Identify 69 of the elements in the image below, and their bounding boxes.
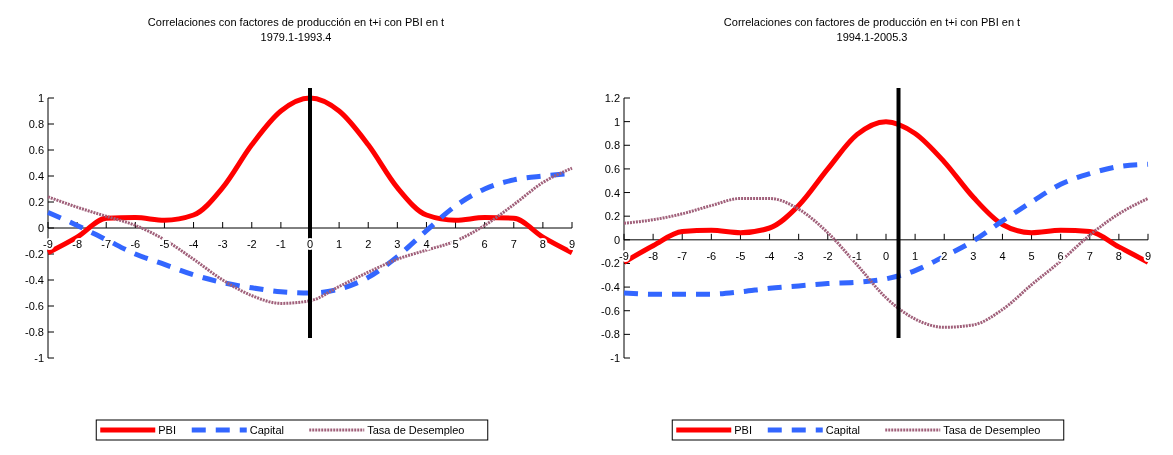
y-tick-label: 0.4 bbox=[28, 170, 44, 182]
y-tick-label: -0.6 bbox=[601, 304, 620, 317]
x-tick-label: -6 bbox=[706, 249, 717, 262]
x-tick-label: 5 bbox=[1028, 249, 1035, 262]
legend-label: PBI bbox=[158, 424, 176, 436]
legend-label: PBI bbox=[734, 424, 752, 436]
legend-label: Tasa de Desempleo bbox=[367, 424, 465, 436]
x-tick-label: 1 bbox=[336, 238, 343, 250]
y-tick-label: 0.6 bbox=[28, 144, 44, 156]
x-tick-label: 6 bbox=[1057, 249, 1064, 262]
x-tick-label: 6 bbox=[481, 238, 488, 250]
x-tick-label: 4 bbox=[423, 238, 430, 250]
x-tick-label: -4 bbox=[188, 238, 199, 250]
y-tick-label: -1 bbox=[34, 352, 44, 364]
legend-label: Capital bbox=[249, 424, 284, 436]
y-tick-label: 1.2 bbox=[604, 92, 620, 104]
x-tick-label: 8 bbox=[1115, 249, 1122, 262]
y-tick-label: -0.4 bbox=[25, 274, 44, 286]
x-tick-label: -5 bbox=[735, 249, 746, 262]
y-tick-label: 1 bbox=[37, 92, 44, 104]
x-tick-label: 3 bbox=[970, 249, 977, 262]
x-tick-label: 9 bbox=[1144, 249, 1152, 262]
legend-label: Tasa de Desempleo bbox=[943, 424, 1041, 436]
y-tick-label: 0.4 bbox=[604, 186, 620, 199]
x-tick-label: -9 bbox=[619, 249, 629, 262]
x-tick-label: -5 bbox=[159, 238, 170, 250]
x-tick-label: -3 bbox=[217, 238, 228, 250]
x-tick-label: -3 bbox=[793, 249, 804, 262]
chart-subtitle: 1994.1-2005.3 bbox=[836, 31, 908, 43]
chart-title: Correlaciones con factores de producción en t+i con PBI en t bbox=[723, 16, 1021, 28]
legend-label: Capital bbox=[825, 424, 860, 436]
x-tick-label: 8 bbox=[539, 238, 546, 250]
y-tick-label: 1 bbox=[613, 115, 620, 128]
y-tick-label: 0 bbox=[37, 222, 44, 234]
x-tick-label: 5 bbox=[452, 238, 459, 250]
chart-subtitle: 1979.1-1993.4 bbox=[260, 31, 332, 43]
y-tick-label: -0.8 bbox=[25, 326, 44, 338]
y-tick-label: 0.8 bbox=[28, 118, 44, 130]
x-tick-label: -7 bbox=[101, 238, 112, 250]
x-tick-label: 2 bbox=[365, 238, 372, 250]
x-tick-label: -2 bbox=[246, 238, 257, 250]
x-tick-label: -4 bbox=[764, 249, 775, 262]
y-tick-label: -0.2 bbox=[601, 257, 620, 270]
x-tick-label: 4 bbox=[999, 249, 1006, 262]
x-tick-label: 9 bbox=[568, 238, 576, 250]
x-tick-label: -6 bbox=[130, 238, 141, 250]
chart-title: Correlaciones con factores de producción en t+i con PBI en t bbox=[147, 16, 445, 28]
x-tick-label: -2 bbox=[822, 249, 833, 262]
x-tick-label: -8 bbox=[648, 249, 658, 262]
y-tick-label: 0.8 bbox=[604, 139, 620, 152]
x-tick-label: 1 bbox=[912, 249, 919, 262]
x-tick-label: -1 bbox=[852, 249, 862, 262]
y-tick-label: 0.2 bbox=[28, 196, 44, 208]
x-tick-label: 7 bbox=[1086, 249, 1093, 262]
x-tick-label: -1 bbox=[276, 238, 286, 250]
x-tick-label: -8 bbox=[72, 238, 82, 250]
y-tick-label: -0.2 bbox=[25, 248, 44, 260]
x-tick-label: -7 bbox=[677, 249, 688, 262]
y-tick-label: 0.2 bbox=[604, 210, 620, 223]
y-tick-label: 0.6 bbox=[604, 162, 620, 175]
y-tick-label: -0.4 bbox=[601, 281, 620, 294]
x-tick-label: -9 bbox=[43, 238, 53, 250]
x-tick-label: 3 bbox=[394, 238, 401, 250]
x-tick-label: 0 bbox=[882, 249, 890, 262]
y-tick-label: -0.8 bbox=[601, 328, 620, 341]
x-tick-label: 7 bbox=[510, 238, 517, 250]
y-tick-label: -0.6 bbox=[25, 300, 44, 312]
y-tick-label: -1 bbox=[610, 352, 620, 364]
x-tick-label: 2 bbox=[941, 249, 948, 262]
